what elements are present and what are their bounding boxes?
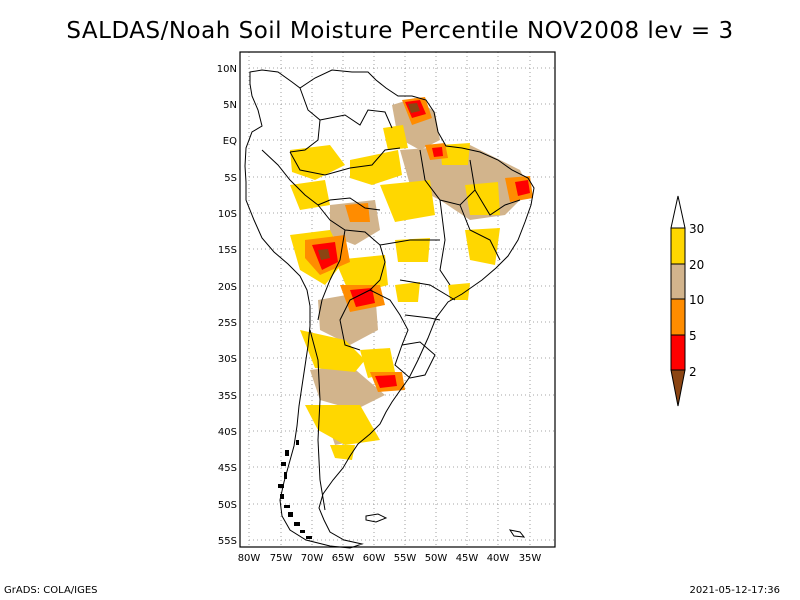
shade-20-30 bbox=[360, 348, 395, 378]
country-border bbox=[319, 109, 393, 129]
country-border bbox=[317, 204, 386, 291]
lat-label: 45S bbox=[218, 463, 237, 474]
footer-credit: GrADS: COLA/IGES bbox=[4, 585, 98, 596]
shade-20-30 bbox=[290, 145, 345, 180]
shade-20-30 bbox=[395, 238, 430, 262]
lat-label: 5S bbox=[224, 173, 237, 184]
shade-below-2 bbox=[318, 249, 330, 260]
shade-20-30 bbox=[300, 330, 365, 372]
country-border bbox=[339, 289, 371, 351]
lon-label: 80W bbox=[238, 553, 261, 564]
lon-label: 35W bbox=[519, 553, 542, 564]
state-border bbox=[419, 149, 476, 206]
lat-label: 10S bbox=[218, 209, 237, 220]
colorbar-label: 20 bbox=[689, 258, 704, 272]
lon-label: 60W bbox=[363, 553, 386, 564]
shade-2-5 bbox=[515, 180, 530, 196]
longitude-labels: 80W 75W 70W 65W 60W 55W 50W 45W 40W 35W bbox=[238, 553, 542, 564]
lat-label: 20S bbox=[218, 282, 237, 293]
lat-label: 35S bbox=[218, 391, 237, 402]
state-border bbox=[404, 314, 441, 321]
shade-20-30 bbox=[305, 405, 380, 445]
island bbox=[508, 529, 526, 538]
map-title: SALDAS/Noah Soil Moisture Percentile NOV… bbox=[66, 18, 734, 44]
colorbar-bottom-arrow bbox=[670, 369, 686, 407]
colorbar-label: 30 bbox=[689, 222, 704, 236]
shade-2-5 bbox=[350, 288, 375, 307]
lat-label: 50S bbox=[218, 500, 237, 511]
country-border bbox=[289, 147, 401, 176]
chile-fjords bbox=[278, 440, 312, 539]
shade-2-5 bbox=[375, 375, 397, 388]
lon-label: 75W bbox=[270, 553, 293, 564]
lon-label: 40W bbox=[487, 553, 510, 564]
lon-label: 70W bbox=[301, 553, 324, 564]
lat-label: 40S bbox=[218, 427, 237, 438]
lon-label: 55W bbox=[394, 553, 417, 564]
shade-20-30 bbox=[290, 180, 330, 210]
coastline-outlines bbox=[244, 69, 535, 549]
shade-2-5 bbox=[432, 147, 443, 157]
colorbar-10-20 bbox=[670, 263, 686, 300]
lat-label: EQ bbox=[223, 136, 237, 147]
lon-label: 50W bbox=[425, 553, 448, 564]
lat-label: 5N bbox=[223, 100, 237, 111]
country-border bbox=[369, 289, 409, 346]
colorbar-top-arrow bbox=[670, 195, 686, 229]
country-border bbox=[289, 87, 321, 153]
shade-20-30 bbox=[395, 282, 420, 302]
lon-label: 45W bbox=[456, 553, 479, 564]
lat-label: 15S bbox=[218, 245, 237, 256]
lat-label: 30S bbox=[218, 354, 237, 365]
soil-moisture-shading bbox=[290, 97, 533, 460]
state-border bbox=[439, 199, 451, 286]
shade-20-30 bbox=[350, 150, 402, 185]
country-border bbox=[261, 149, 319, 206]
state-border bbox=[474, 189, 521, 216]
colorbar-legend bbox=[670, 195, 686, 407]
lat-label: 10N bbox=[217, 64, 237, 75]
country-border bbox=[394, 341, 436, 379]
shade-20-30 bbox=[448, 283, 470, 300]
state-border bbox=[459, 204, 501, 261]
colorbar-20-30 bbox=[670, 227, 686, 265]
lat-label: 55S bbox=[218, 536, 237, 547]
shade-20-30 bbox=[465, 182, 500, 215]
footer-timestamp: 2021-05-12-17:36 bbox=[689, 585, 780, 596]
shade-20-30 bbox=[330, 445, 355, 460]
map-frame bbox=[239, 51, 556, 548]
state-border bbox=[399, 279, 456, 301]
lon-label: 65W bbox=[332, 553, 355, 564]
colorbar-label: 10 bbox=[689, 293, 704, 307]
country-border bbox=[317, 197, 381, 211]
lat-label: 25S bbox=[218, 318, 237, 329]
shade-20-30 bbox=[465, 228, 500, 265]
falklands bbox=[365, 513, 388, 523]
colorbar-5-10 bbox=[670, 298, 686, 336]
colorbar-label: 2 bbox=[689, 365, 697, 379]
colorbar-2-5 bbox=[670, 334, 686, 371]
shade-below-2 bbox=[408, 103, 420, 113]
state-border bbox=[379, 239, 440, 246]
latitude-labels: 10N 5N EQ 5S 10S 15S 20S 25S 30S 35S 40S… bbox=[217, 64, 237, 547]
shade-20-30 bbox=[380, 180, 435, 222]
south-america-coastline bbox=[244, 69, 535, 549]
shade-10-20 bbox=[310, 365, 385, 410]
country-border bbox=[309, 329, 326, 511]
country-border bbox=[317, 229, 346, 321]
shade-20-30 bbox=[383, 125, 408, 150]
colorbar-label: 5 bbox=[689, 329, 697, 343]
